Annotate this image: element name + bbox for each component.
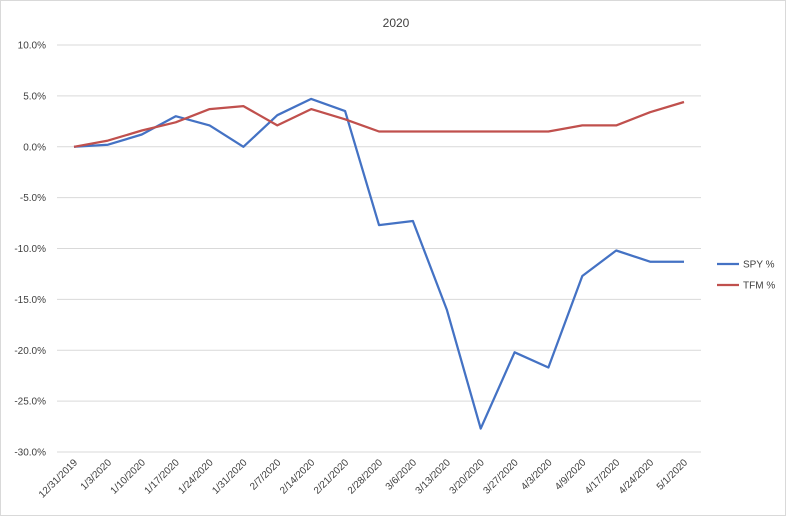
series-line-1 [73, 97, 684, 430]
y-tick-label: -25.0% [14, 397, 46, 408]
y-tick-label: 10.0% [18, 41, 46, 52]
chart-title: 2020 [383, 16, 410, 30]
x-tick-label: 4/3/2020 [519, 457, 555, 493]
y-tick-label: -10.0% [14, 244, 46, 255]
legend: SPY % TFM % [717, 260, 775, 292]
y-tick-label: -15.0% [14, 295, 46, 306]
legend-label: SPY % [743, 260, 775, 271]
x-tick-label: 1/24/2020 [176, 457, 216, 497]
x-tick-label: 2/21/2020 [312, 457, 352, 497]
y-tick-label: -5.0% [20, 193, 46, 204]
x-tick-label: 2/14/2020 [278, 457, 318, 497]
x-tick-label: 1/31/2020 [210, 457, 250, 497]
y-tick-label: 5.0% [23, 91, 46, 102]
legend-label: TFM % [743, 281, 775, 292]
series-line-2 [73, 100, 685, 148]
y-axis-ticks: -30.0% -25.0% -20.0% -15.0% -10.0% -5.0% 0.0% 5… [14, 41, 46, 459]
x-tick-label: 2/28/2020 [346, 457, 386, 497]
y-tick-label: 0.0% [23, 142, 46, 153]
x-tick-label: 1/10/2020 [109, 457, 149, 497]
x-tick-label: 1/17/2020 [143, 457, 183, 497]
x-tick-label: 4/24/2020 [617, 457, 657, 497]
y-tick-label: -20.0% [14, 346, 46, 357]
series-lines [73, 97, 685, 430]
grid-lines [57, 44, 701, 453]
x-tick-label: 12/31/2019 [37, 457, 80, 500]
x-tick-label: 3/20/2020 [448, 457, 488, 497]
x-axis-ticks: 12/31/20191/3/20201/10/20201/17/20201/24… [37, 457, 690, 500]
x-tick-label: 4/17/2020 [583, 457, 623, 497]
y-tick-label: -30.0% [14, 448, 46, 459]
x-tick-label: 5/1/2020 [655, 457, 691, 493]
x-tick-label: 3/13/2020 [414, 457, 454, 497]
x-tick-label: 3/27/2020 [481, 457, 521, 497]
